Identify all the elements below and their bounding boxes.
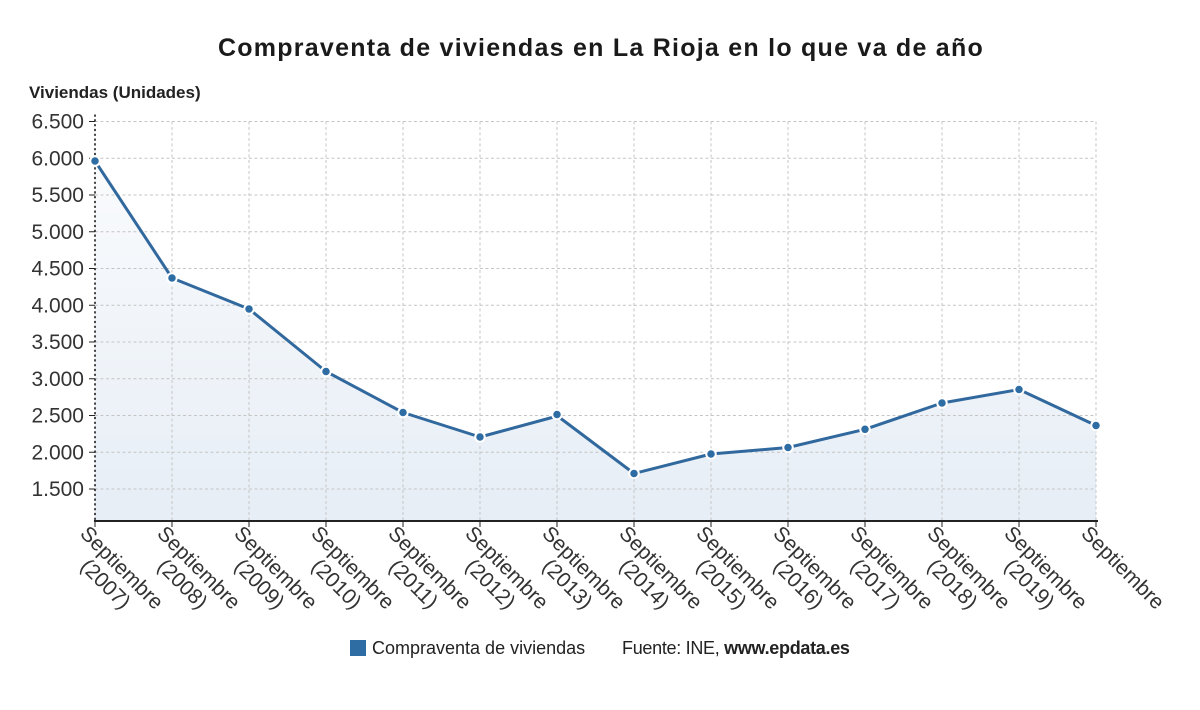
svg-text:5.000: 5.000 [31,221,84,244]
svg-text:3.000: 3.000 [31,368,84,391]
svg-text:Compraventa de viviendas: Compraventa de viviendas [372,638,585,658]
svg-text:Viviendas (Unidades): Viviendas (Unidades) [29,83,201,102]
svg-text:5.500: 5.500 [31,184,84,207]
svg-text:6.500: 6.500 [31,111,84,134]
svg-text:4.500: 4.500 [31,258,84,281]
svg-text:Fuente: INE, www.epdata.es: Fuente: INE, www.epdata.es [622,638,850,658]
svg-text:3.500: 3.500 [31,331,84,354]
svg-text:6.000: 6.000 [31,147,84,170]
svg-text:4.000: 4.000 [31,294,84,317]
svg-text:Compraventa de viviendas en La: Compraventa de viviendas en La Rioja en … [218,34,984,62]
svg-text:2.500: 2.500 [31,405,84,428]
svg-text:1.500: 1.500 [31,478,84,501]
svg-text:2.000: 2.000 [31,441,84,464]
